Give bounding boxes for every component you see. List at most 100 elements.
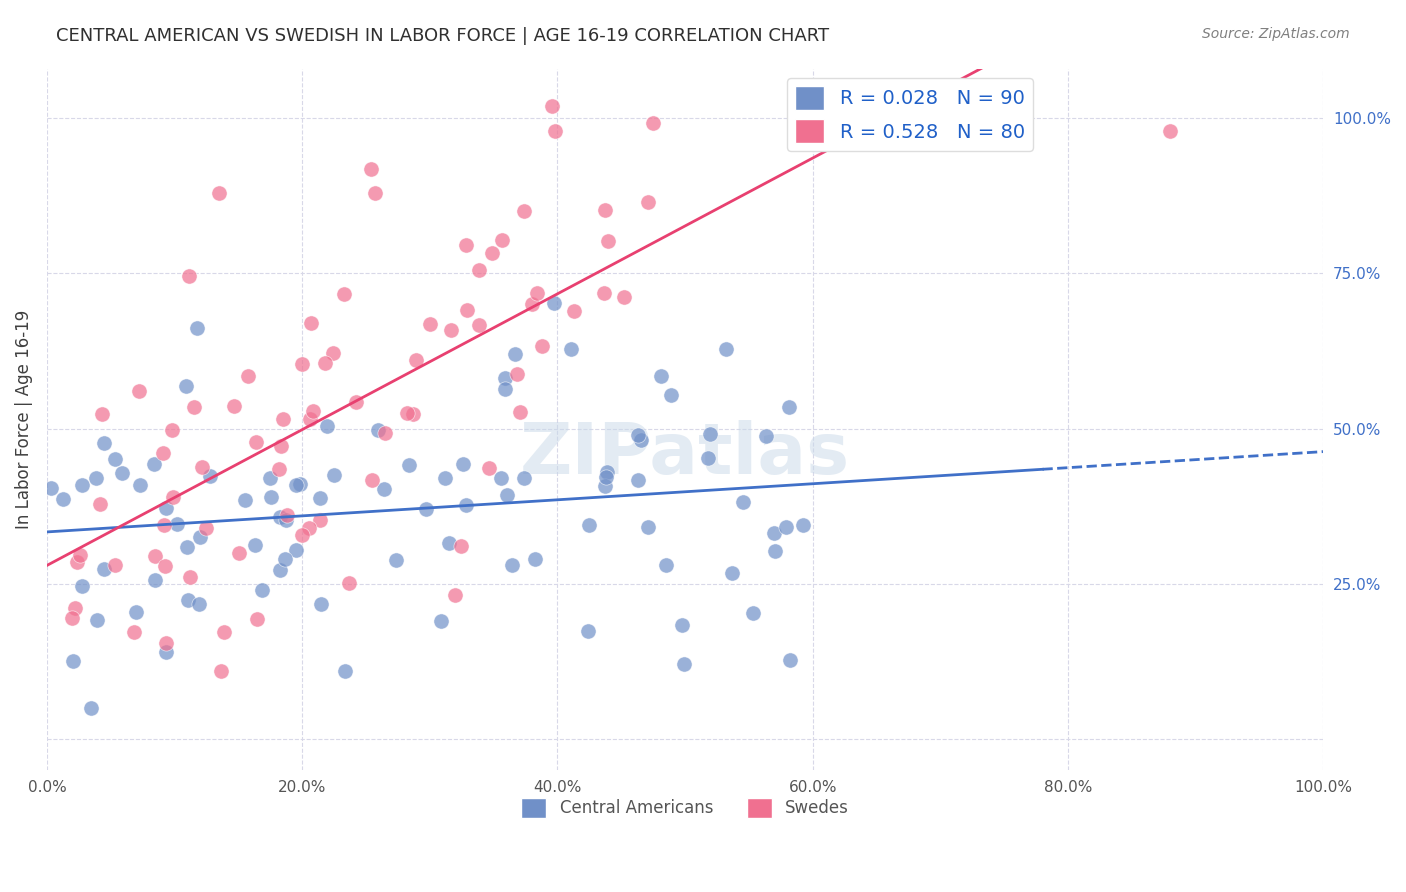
Point xyxy=(637,520,659,534)
Point xyxy=(290,528,312,542)
Point xyxy=(104,451,127,466)
Point xyxy=(540,99,562,113)
Point xyxy=(276,508,298,523)
Point xyxy=(290,477,312,491)
Point xyxy=(284,478,307,492)
Y-axis label: In Labor Force | Age 16-19: In Labor Force | Age 16-19 xyxy=(15,310,32,529)
Point xyxy=(444,588,467,602)
Point xyxy=(62,654,84,668)
Point xyxy=(451,458,474,472)
Point xyxy=(72,478,94,492)
Point xyxy=(316,418,339,433)
Point xyxy=(596,465,619,479)
Point xyxy=(496,488,519,502)
Text: Source: ZipAtlas.com: Source: ZipAtlas.com xyxy=(1202,27,1350,41)
Point xyxy=(637,194,659,209)
Point xyxy=(655,558,678,573)
Point xyxy=(456,303,478,318)
Point xyxy=(269,462,291,476)
Point xyxy=(501,558,523,573)
Point xyxy=(245,434,267,449)
Point xyxy=(778,400,800,414)
Point xyxy=(385,553,408,567)
Point xyxy=(578,518,600,533)
Point xyxy=(233,492,256,507)
Point xyxy=(128,384,150,398)
Point xyxy=(439,323,461,337)
Point xyxy=(489,471,512,485)
Point xyxy=(543,296,565,310)
Point xyxy=(238,368,260,383)
Point xyxy=(302,404,325,418)
Point xyxy=(374,426,396,441)
Point xyxy=(198,469,221,483)
Point xyxy=(481,246,503,260)
Point xyxy=(643,115,665,129)
Point xyxy=(593,285,616,300)
Point xyxy=(142,457,165,471)
Point xyxy=(80,701,103,715)
Point xyxy=(627,428,650,442)
Point xyxy=(721,566,744,581)
Point xyxy=(661,388,683,402)
Point xyxy=(509,405,531,419)
Point xyxy=(733,495,755,509)
Point xyxy=(152,446,174,460)
Point xyxy=(395,406,418,420)
Point xyxy=(398,458,420,472)
Point xyxy=(593,479,616,493)
Point xyxy=(124,605,146,619)
Point xyxy=(367,423,389,437)
Point xyxy=(60,611,83,625)
Point xyxy=(308,513,330,527)
Point xyxy=(93,436,115,450)
Point xyxy=(762,526,785,541)
Point xyxy=(755,428,778,442)
Point xyxy=(524,552,547,566)
Point xyxy=(212,625,235,640)
Point xyxy=(530,339,553,353)
Point xyxy=(775,520,797,534)
Point xyxy=(741,606,763,620)
Point xyxy=(763,544,786,558)
Point xyxy=(333,287,356,301)
Point xyxy=(52,491,75,506)
Point xyxy=(86,613,108,627)
Point xyxy=(522,297,544,311)
Point xyxy=(437,536,460,550)
Point xyxy=(84,471,107,485)
Point xyxy=(271,412,294,426)
Point xyxy=(593,202,616,217)
Point xyxy=(162,490,184,504)
Point xyxy=(344,394,367,409)
Point xyxy=(333,664,356,678)
Point xyxy=(468,318,491,333)
Point xyxy=(434,471,457,485)
Point xyxy=(160,424,183,438)
Point xyxy=(513,204,536,219)
Point xyxy=(505,347,527,361)
Point xyxy=(673,657,696,672)
Point xyxy=(450,539,472,553)
Point xyxy=(454,498,477,512)
Point xyxy=(792,518,814,533)
Point xyxy=(360,473,382,487)
Point xyxy=(415,502,437,516)
Point xyxy=(494,371,516,385)
Point xyxy=(155,501,177,516)
Point xyxy=(309,491,332,506)
Point xyxy=(153,559,176,574)
Point xyxy=(129,478,152,492)
Point xyxy=(454,238,477,252)
Point xyxy=(186,321,208,335)
Point xyxy=(124,625,146,640)
Point xyxy=(243,538,266,552)
Point xyxy=(419,317,441,331)
Point xyxy=(155,645,177,659)
Point xyxy=(405,353,427,368)
Point xyxy=(1159,123,1181,137)
Text: ZIPatlas: ZIPatlas xyxy=(520,420,851,489)
Point xyxy=(91,407,114,421)
Point xyxy=(65,601,87,615)
Point xyxy=(269,563,291,577)
